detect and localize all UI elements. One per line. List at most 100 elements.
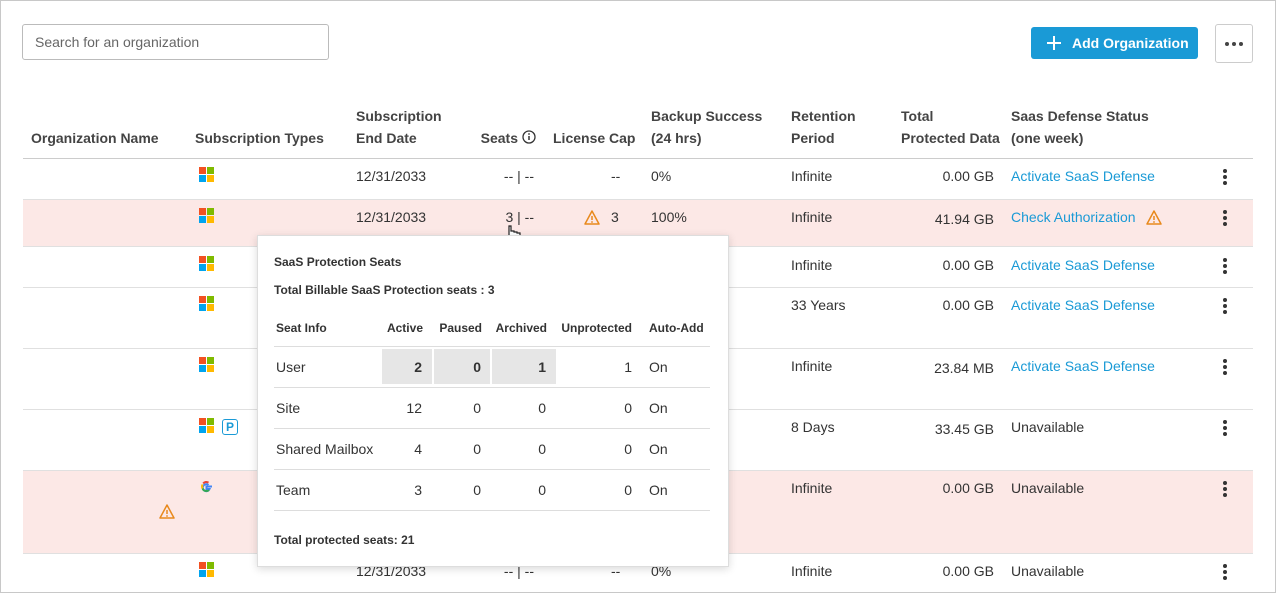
- status-link[interactable]: Activate SaaS Defense: [1011, 297, 1155, 313]
- row-divider: [23, 199, 1253, 200]
- popover-title: SaaS Protection Seats: [274, 255, 402, 269]
- status: Unavailable: [1011, 480, 1085, 496]
- status-link[interactable]: Activate SaaS Defense: [1011, 168, 1155, 184]
- retention: 8 Days: [791, 419, 835, 435]
- column-header: Total Protected Data: [901, 105, 1000, 149]
- seats: 3 | --: [505, 209, 534, 225]
- header-line: Subscription: [356, 108, 442, 124]
- seats-header: Seats: [481, 127, 536, 149]
- row-menu[interactable]: [1221, 480, 1229, 498]
- status-link[interactable]: Check Authorization: [1011, 209, 1136, 225]
- protected-data: 0.00 GB: [942, 297, 994, 313]
- badge-label: P: [225, 420, 234, 434]
- subscription-icon-svg: [199, 418, 214, 433]
- subscription-icon: [199, 357, 214, 372]
- end-date: 12/31/2033: [356, 209, 427, 225]
- popover-cell: Site: [276, 400, 301, 416]
- popover-column: Seat Info: [276, 321, 327, 335]
- header-line: Organization Name: [31, 130, 159, 146]
- row-menu[interactable]: [1221, 257, 1229, 275]
- row-menu-svg: [1223, 169, 1227, 185]
- row-menu[interactable]: [1221, 168, 1229, 186]
- add-organization-button[interactable]: Add Organization: [1031, 27, 1198, 59]
- warning-icon-svg: [584, 210, 600, 225]
- popover-cell: 0: [624, 482, 632, 498]
- column-header: Backup Success (24 hrs): [651, 105, 762, 149]
- more-icon: [1225, 42, 1243, 46]
- billable-seats: Total Billable SaaS Protection seats : 3: [274, 283, 495, 297]
- popover-column: Active: [386, 321, 423, 335]
- status-link[interactable]: Activate SaaS Defense: [1011, 358, 1155, 374]
- subscription-icon: [199, 296, 214, 311]
- popover-divider: [274, 387, 710, 388]
- backup-success: 0%: [651, 168, 672, 184]
- popover-cell: 12: [406, 400, 422, 416]
- protected-data: 0.00 GB: [942, 168, 994, 184]
- plus-icon: [1047, 36, 1061, 50]
- info-icon[interactable]: [522, 129, 536, 147]
- popover-cell: 2: [414, 359, 422, 375]
- subscription-icon: [199, 562, 214, 577]
- retention: 33 Years: [791, 297, 846, 313]
- popover-column: Archived: [495, 321, 547, 335]
- backup-success: 100%: [651, 209, 687, 225]
- license-cap: --: [611, 168, 621, 184]
- status: Unavailable: [1011, 419, 1085, 435]
- popover-cell: 0: [473, 400, 481, 416]
- row-menu-svg: [1223, 481, 1227, 497]
- popover-cell: 4: [414, 441, 422, 457]
- row-menu[interactable]: [1221, 419, 1229, 437]
- header-line: End Date: [356, 130, 417, 146]
- retention: Infinite: [791, 480, 833, 496]
- highlight-cell: [382, 349, 432, 384]
- subscription-icon: [199, 208, 214, 223]
- popover-cell: 1: [624, 359, 632, 375]
- backup-success: 0%: [651, 563, 672, 579]
- subscription-icon-svg: [199, 296, 214, 311]
- button-label: Add Organization: [1072, 35, 1189, 51]
- warning-icon-svg: [1146, 210, 1162, 225]
- column-header: Seats: [461, 105, 536, 149]
- header-line: (24 hrs): [651, 130, 702, 146]
- row-menu[interactable]: [1221, 358, 1229, 376]
- row-menu-svg: [1223, 210, 1227, 226]
- plan-badge: P: [222, 419, 238, 435]
- header-line: Period: [791, 130, 835, 146]
- retention: Infinite: [791, 209, 833, 225]
- subscription-icon: [199, 479, 214, 494]
- row-menu[interactable]: [1221, 209, 1229, 227]
- column-header: Subscription Types: [195, 105, 324, 149]
- popover-divider: [274, 346, 710, 347]
- more-button[interactable]: [1215, 24, 1253, 63]
- retention: Infinite: [791, 358, 833, 374]
- row-menu[interactable]: [1221, 297, 1229, 315]
- header-line: Total: [901, 108, 934, 124]
- search-box[interactable]: Search for an organization: [22, 24, 329, 60]
- popover-cell: User: [276, 359, 306, 375]
- column-header: License Cap: [553, 105, 635, 149]
- license-cap: 3: [611, 209, 619, 225]
- header-line: Backup Success: [651, 108, 763, 124]
- retention: Infinite: [791, 257, 833, 273]
- protected-data: 0.00 GB: [942, 563, 994, 579]
- popover-cell: 0: [473, 441, 481, 457]
- retention: Infinite: [791, 168, 833, 184]
- popover-cell: 0: [538, 400, 546, 416]
- seats-popover: SaaS Protection Seats Total Billable SaaS…: [257, 235, 729, 567]
- subscription-icon-svg: [199, 357, 214, 372]
- highlight-cell: [434, 349, 490, 384]
- status-link[interactable]: Activate SaaS Defense: [1011, 257, 1155, 273]
- license-cap: --: [611, 563, 621, 579]
- search-placeholder: Search for an organization: [35, 34, 200, 50]
- protected-data: 0.00 GB: [942, 257, 994, 273]
- row-menu[interactable]: [1221, 563, 1229, 581]
- popover-cell: 0: [473, 359, 481, 375]
- status: Unavailable: [1011, 563, 1085, 579]
- popover-cell: 0: [538, 482, 546, 498]
- header-divider: [23, 158, 1253, 159]
- seats: -- | --: [503, 563, 534, 579]
- end-date: 12/31/2033: [356, 168, 427, 184]
- popover-cell: On: [649, 400, 668, 416]
- header-line: Subscription Types: [195, 130, 324, 146]
